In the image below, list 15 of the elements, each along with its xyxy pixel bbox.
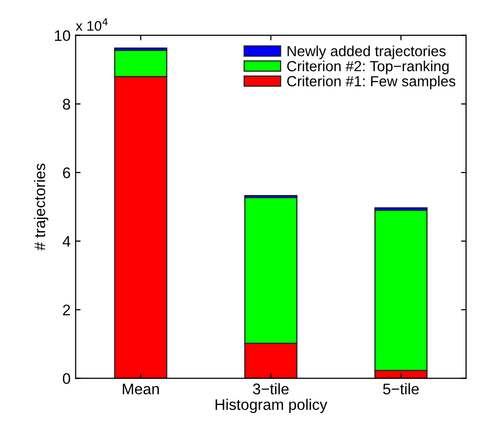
x-tick-label: 3−tile — [252, 383, 289, 394]
legend-label: Criterion #1: Few samples — [287, 76, 456, 90]
y-tick-label: 4 — [62, 236, 70, 247]
x-tick-label: Mean — [122, 384, 159, 394]
x-tick-label: 5−tile — [383, 383, 419, 394]
y-tick-label: 2 — [63, 304, 70, 316]
legend-label: Newly added trajectories — [288, 46, 446, 60]
legend-label: Criterion #2: Top−ranking — [287, 60, 449, 74]
y-axis-title: # trajectories — [34, 164, 48, 250]
y-tick-label: 8 — [62, 98, 70, 110]
y-tick-label: 0 — [62, 373, 70, 384]
y-tick-label: 10 — [54, 30, 70, 42]
x-axis-title: Histogram policy — [216, 398, 328, 414]
y-tick-label: 6 — [63, 167, 70, 178]
text: x 10$^{4}$ — [76, 18, 108, 31]
